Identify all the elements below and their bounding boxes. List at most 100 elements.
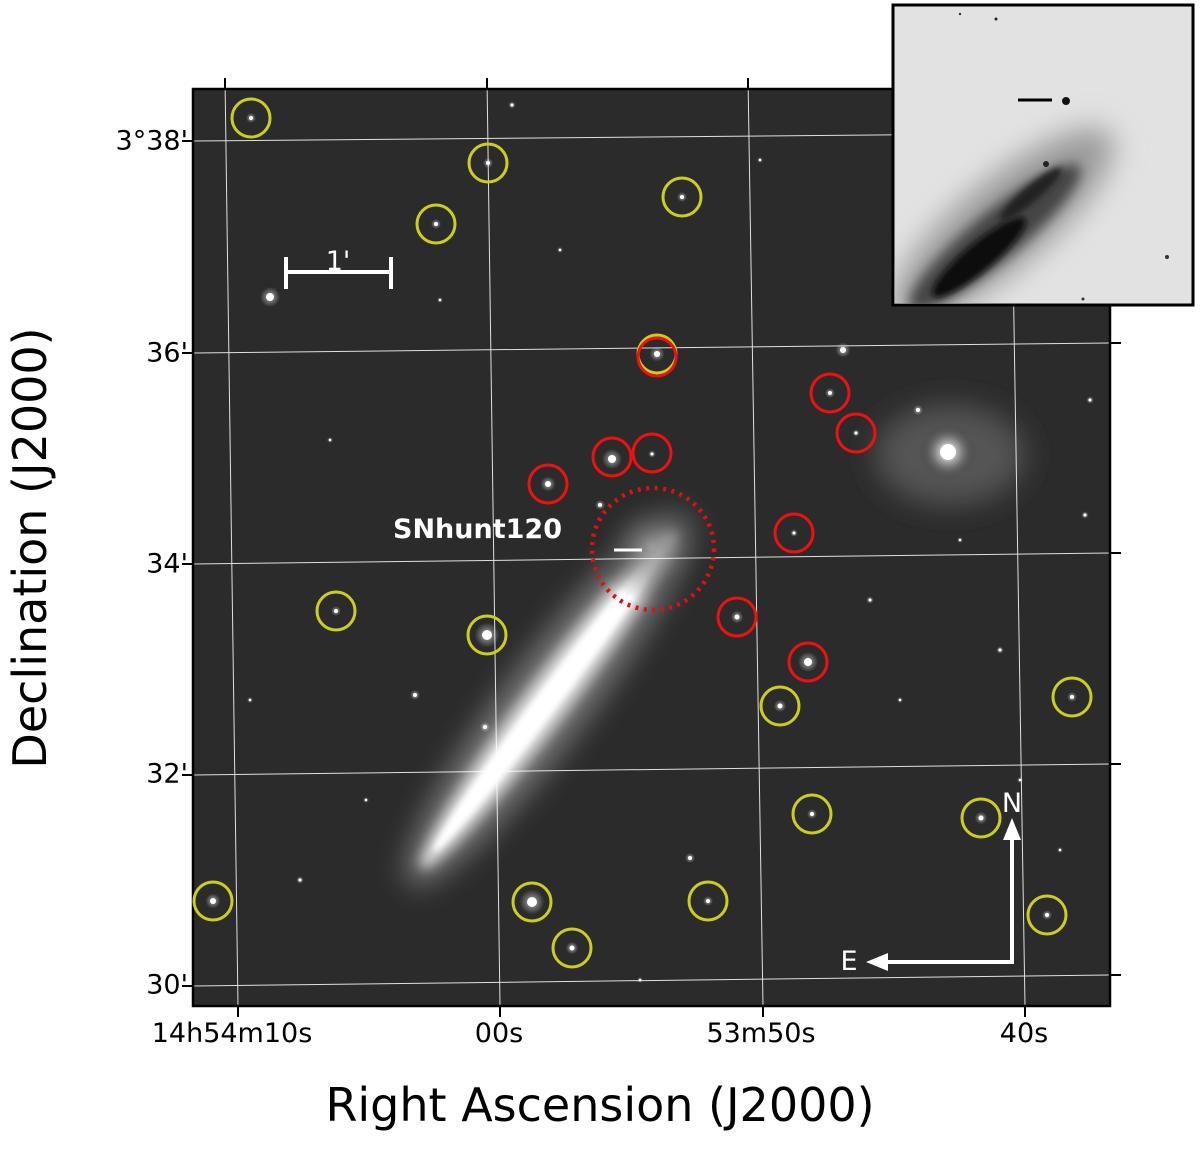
star [777,703,783,709]
star [840,347,846,353]
y-tick-label: 34' [146,548,188,580]
star [958,538,962,542]
highlight-star-circle [527,463,569,505]
star [364,798,368,802]
highlight-star-circle [773,512,815,554]
field-stars [205,101,1094,983]
x-tick-label: 00s [474,1018,524,1049]
star [734,614,740,620]
star [810,812,814,816]
star [1045,913,1049,917]
target-label: SNhunt120 [393,514,562,545]
y-axis-title: Declination (J2000) [3,327,57,769]
comparison-star-circle [1026,894,1068,936]
y-tick-label: 32' [146,758,188,790]
star [298,878,302,882]
highlight-star-circle [636,336,678,378]
star [266,293,274,301]
grid-line-ra [747,77,764,1007]
x-tick-label: 40s [999,1018,1049,1049]
scale-bar-label: 1' [326,246,351,277]
highlight-star-circle [631,432,673,474]
comparison-star-circle [415,203,457,245]
comparison-star-circle [551,927,593,969]
star [483,725,487,729]
highlight-star-circles [527,336,877,683]
comparison-star-circle [791,793,833,835]
comparison-star-circle [687,880,729,922]
compass-north-label: N [1002,788,1022,819]
x-tick-label: 53m50s [706,1018,816,1049]
highlight-star-circle [591,436,633,478]
highlight-star-circle [809,372,851,414]
star [688,856,692,860]
star [545,481,551,487]
compass-east-label: E [840,946,857,977]
spiral-galaxy [875,405,1025,505]
comparison-star-circle [759,685,801,727]
grid-line-dec [192,552,1111,565]
star [1070,695,1074,699]
comparison-star-circle [467,142,509,184]
star [868,598,872,602]
star [527,897,537,907]
star [413,693,417,697]
star [828,391,832,395]
star [558,248,562,252]
comparison-star-circle [192,880,234,922]
highlight-star-circle [716,596,758,638]
star [598,503,602,507]
star [1058,848,1062,852]
grid-line-dec [192,763,1111,776]
y-tick-label: 36' [146,337,188,369]
highlight-star-circle [787,641,829,683]
star [249,116,253,120]
comparison-star-circle [466,614,508,656]
star [434,222,438,226]
star [898,698,902,702]
compass-arrows [866,818,1021,971]
grid-line-dec [192,342,1111,354]
star [978,815,984,821]
comparison-star-circle [315,590,357,632]
edge-on-galaxy [405,514,691,886]
star [998,648,1002,652]
star [438,298,442,302]
star [650,452,654,456]
comparison-star-circle [230,97,272,139]
comparison-star-circle [661,176,703,218]
star [328,438,332,442]
highlight-star-circle [835,412,877,454]
star [654,351,660,357]
star [706,899,710,903]
star [248,698,252,702]
star [608,455,616,463]
star [680,195,684,199]
axis-ticks [182,78,1121,1017]
star [510,103,514,107]
comparison-star-circle [960,797,1002,839]
star [1083,513,1087,517]
star [210,898,216,904]
star [758,158,762,162]
y-tick-label: 30' [146,969,188,1001]
star [1088,398,1092,402]
grid-line-ra [486,77,501,1007]
comparison-star-circle [511,881,553,923]
target-region-circle [589,485,717,613]
zoom-inset-negative-image [891,3,1195,307]
star [1018,778,1022,782]
x-tick-label: 14h54m10s [151,1018,313,1049]
comparison-star-circle [1051,676,1093,718]
grid-line-dec [192,974,1111,987]
star [792,531,796,535]
star [482,630,492,640]
target-host-glow [597,493,707,603]
star [569,945,575,951]
star [804,658,812,666]
star [854,431,858,435]
x-axis-title: Right Ascension (J2000) [325,1078,875,1132]
image-frame [191,87,1112,1008]
